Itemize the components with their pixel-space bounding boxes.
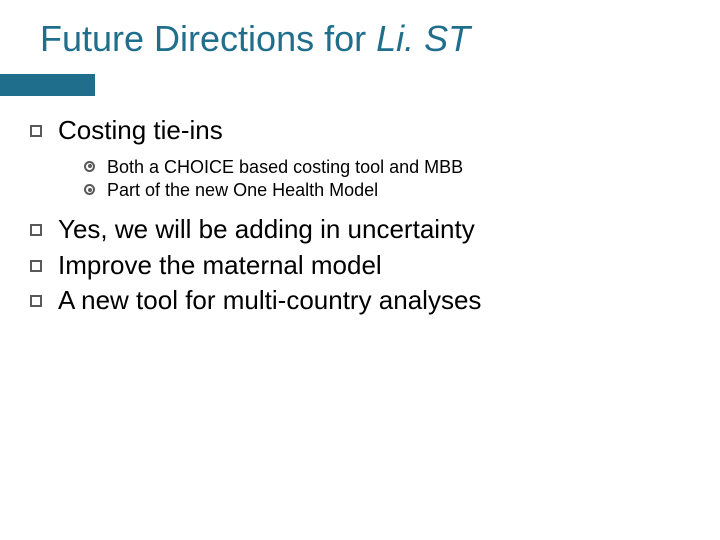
list-item: Costing tie-ins Both a CHOICE based cost… [30,114,680,213]
list-item: Yes, we will be adding in uncertainty [30,213,680,247]
list-item-row: Costing tie-ins [30,114,680,148]
square-bullet-icon [30,295,42,307]
list-item: Improve the maternal model [30,249,680,283]
title-italic: Li. ST [376,18,470,59]
list-item-text: Improve the maternal model [58,249,382,283]
bullet-list: Costing tie-ins Both a CHOICE based cost… [30,114,680,318]
content-area: Costing tie-ins Both a CHOICE based cost… [0,96,720,318]
sub-list-item: Both a CHOICE based costing tool and MBB [84,156,680,179]
square-bullet-icon [30,224,42,236]
list-item-text: Costing tie-ins [58,114,223,148]
square-bullet-icon [30,260,42,272]
list-item-row: A new tool for multi-country analyses [30,284,680,318]
list-item-text: Yes, we will be adding in uncertainty [58,213,475,247]
square-bullet-icon [30,125,42,137]
list-item: A new tool for multi-country analyses [30,284,680,318]
title-plain: Future Directions for [40,18,376,59]
target-bullet-icon [84,161,95,172]
list-item-row: Yes, we will be adding in uncertainty [30,213,680,247]
sub-bullet-list: Both a CHOICE based costing tool and MBB… [30,150,680,213]
accent-bar [0,74,95,96]
slide-title: Future Directions for Li. ST [0,18,720,74]
sub-list-item-text: Part of the new One Health Model [107,179,378,202]
list-item-row: Improve the maternal model [30,249,680,283]
slide: Future Directions for Li. ST Costing tie… [0,0,720,540]
sub-list-item-text: Both a CHOICE based costing tool and MBB [107,156,463,179]
list-item-text: A new tool for multi-country analyses [58,284,481,318]
target-bullet-icon [84,184,95,195]
sub-list-item: Part of the new One Health Model [84,179,680,202]
